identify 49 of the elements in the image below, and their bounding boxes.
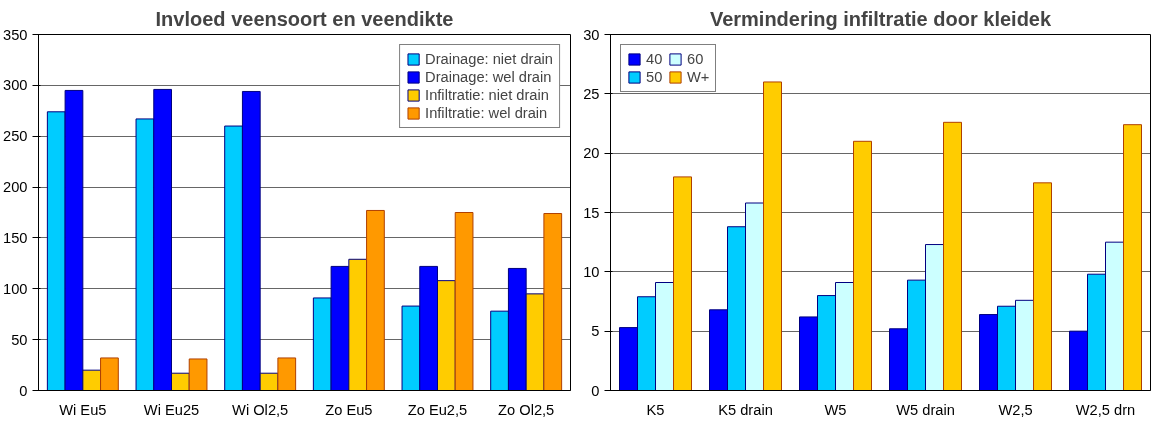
x-tick-label: Wi Ol2,5	[232, 401, 289, 418]
bar	[943, 121, 962, 391]
legend-label: Drainage: niet drain	[425, 51, 553, 67]
x-tick-label: Wi Eu5	[59, 401, 107, 418]
bar	[763, 81, 782, 391]
legend-label: 60	[687, 51, 705, 67]
chart-title: Invloed veensoort en veendikte	[155, 7, 454, 30]
legend-label: W+	[687, 69, 710, 85]
bar	[1123, 124, 1142, 391]
x-tick-label: Zo Eu5	[325, 401, 373, 418]
y-tick-label: 10	[583, 263, 600, 280]
y-tick-label: 20	[583, 145, 600, 162]
legend-label: 50	[646, 69, 664, 85]
x-tick-label: K5	[646, 401, 665, 418]
y-tick-label: 0	[19, 382, 28, 399]
bar	[188, 358, 208, 391]
y-tick-label: 100	[3, 280, 28, 297]
bar	[100, 357, 119, 391]
bar	[673, 176, 692, 391]
bar	[543, 213, 563, 391]
bar	[366, 209, 385, 391]
y-tick-label: 150	[3, 229, 28, 246]
x-tick-label: W5	[824, 401, 847, 418]
bar	[1033, 182, 1052, 391]
y-tick-label: 0	[591, 382, 600, 399]
y-tick-label: 30	[583, 26, 600, 43]
x-tick-label: Zo Eu2,5	[407, 401, 468, 418]
x-tick-label: W2,5	[998, 401, 1033, 418]
x-tick-label: K5 drain	[718, 401, 773, 418]
x-tick-label: Zo Ol2,5	[498, 401, 555, 418]
chart-title: Vermindering infiltratie door kleidek	[709, 7, 1052, 30]
legend-label: 40	[646, 51, 664, 67]
x-tick-label: W2,5 drn	[1075, 401, 1136, 418]
y-tick-label: 250	[3, 128, 28, 145]
x-tick-label: W5 drain	[896, 401, 955, 418]
y-tick-label: 50	[11, 331, 28, 348]
y-tick-label: 15	[583, 204, 600, 221]
legend-label: Drainage: wel drain	[425, 69, 552, 85]
legend-label: Infiltratie: niet drain	[425, 87, 549, 103]
bar	[853, 140, 872, 391]
x-tick-label: Wi Eu25	[143, 401, 200, 418]
legend-label: Infiltratie: wel drain	[425, 105, 548, 121]
y-tick-label: 25	[583, 85, 600, 102]
bar	[454, 212, 474, 391]
y-tick-label: 200	[3, 179, 28, 196]
y-tick-label: 350	[3, 26, 28, 43]
y-tick-label: 5	[591, 323, 600, 340]
y-tick-label: 300	[3, 77, 28, 94]
bar	[277, 357, 297, 391]
